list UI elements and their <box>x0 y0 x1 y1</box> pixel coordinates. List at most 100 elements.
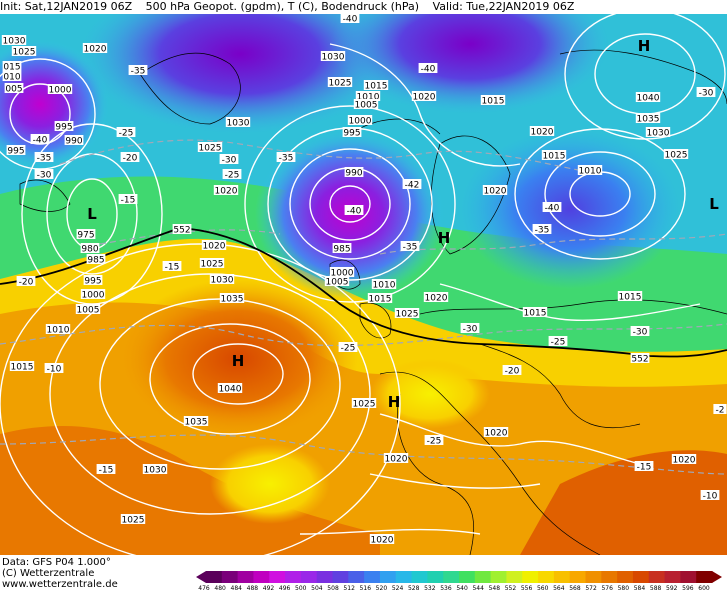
pressure-label-55: 1015 <box>617 291 643 303</box>
pressure-label-bg <box>197 142 223 152</box>
pressure-label-bg <box>76 229 96 239</box>
pressure-label-text: 1005 <box>77 306 100 316</box>
temp-label-bg <box>120 152 140 162</box>
pressure-label-text: 1020 <box>215 187 238 197</box>
website-link[interactable]: www.wetterzentrale.de <box>2 579 118 590</box>
pressure-label-26: 1020 <box>482 185 508 197</box>
temp-label-bg <box>96 464 116 474</box>
temp-label-text: -40 <box>343 15 358 25</box>
pressure-label-bg <box>351 398 377 408</box>
pressure-label-39: 1020 <box>201 240 227 252</box>
pressure-label-text: 995 <box>55 123 72 133</box>
pressure-label-text: 1015 <box>543 152 566 162</box>
pressure-label-bg <box>209 274 235 284</box>
temp-label-text: -15 <box>637 463 652 473</box>
pressure-label-text: 1020 <box>203 242 226 252</box>
temp-label-bg <box>340 14 360 23</box>
temp-label-13: -40 <box>344 205 364 217</box>
pressure-label-42: 1035 <box>219 293 245 305</box>
pressure-label-text: 985 <box>333 245 350 255</box>
temp-label-16: -35 <box>532 224 552 236</box>
colorbar-swatch <box>443 571 460 583</box>
isobars <box>0 14 726 555</box>
pressure-center-marker-text: L <box>709 195 719 213</box>
colorbar-tick-label: 480 <box>214 585 226 592</box>
colorbar-arrow-left <box>196 571 206 583</box>
temp-label-text: -25 <box>551 338 566 348</box>
contour-552-label-text: 552 <box>173 226 190 236</box>
temp-label-12: -15 <box>118 194 138 206</box>
contour-552-label-bg <box>172 224 192 234</box>
colorbar-swatch <box>585 571 602 583</box>
temp-label-bg <box>424 435 444 445</box>
pressure-label-bg <box>383 453 409 463</box>
colorbar-swatch <box>522 571 539 583</box>
pressure-label-7: 990 <box>64 135 84 147</box>
weather-map: 1030 1025 015 010 005 1000 995 990 995 1020 1030 10… <box>0 14 727 555</box>
temp-label-text: -20 <box>505 367 520 377</box>
pressure-center-marker-3: H <box>438 229 451 247</box>
colorbar-tick-label: 532 <box>424 585 436 592</box>
contour-552-label-text: 552 <box>631 355 648 365</box>
pressure-label-57: 1020 <box>483 427 509 439</box>
pressure-label-bg <box>320 51 346 61</box>
colorbar-tick-label: 500 <box>295 585 307 592</box>
pressure-label-bg <box>80 243 100 253</box>
pressure-label-bg <box>529 126 555 136</box>
pressure-center-marker-1: L <box>87 205 97 223</box>
pressure-label-bg <box>324 276 350 286</box>
pressure-label-2: 015 <box>2 61 22 73</box>
pressure-label-text: 990 <box>65 137 82 147</box>
temp-label-text: -15 <box>165 263 180 273</box>
pressure-label-text: 1020 <box>385 455 408 465</box>
colorbar-swatch <box>664 571 681 583</box>
pressure-label-59: 1020 <box>671 454 697 466</box>
pressure-label-text: 980 <box>81 245 98 255</box>
pressure-label-text: 1035 <box>185 418 208 428</box>
contour-552-label-bg <box>630 353 650 363</box>
colorbar-tick-label: 568 <box>569 585 581 592</box>
pressure-label-53: 1025 <box>394 308 420 320</box>
colorbar-swatch <box>237 571 254 583</box>
pressure-label-bg <box>635 113 661 123</box>
pressure-label-bg <box>394 308 420 318</box>
pressure-label-45: 1030 <box>142 464 168 476</box>
colorbar-swatch <box>569 571 586 583</box>
pressure-label-text: 1000 <box>331 269 354 279</box>
pressure-label-bg <box>355 91 381 101</box>
colorbar-tick-label: 580 <box>617 585 630 592</box>
pressure-label-text: 995 <box>343 129 360 139</box>
colorbar-tick-label: 524 <box>391 585 404 592</box>
pressure-label-text: 1020 <box>484 187 507 197</box>
colorbar-swatch <box>269 571 286 583</box>
pressure-label-text: 1000 <box>49 86 72 96</box>
colorbar-tick-label: 476 <box>198 585 210 592</box>
temp-label-7: -30 <box>34 169 54 181</box>
colorbar-tick-label: 548 <box>488 585 501 592</box>
temp-label-20: -30 <box>460 323 480 335</box>
pressure-label-46: 1025 <box>120 514 146 526</box>
pressure-label-bg <box>142 464 168 474</box>
pressure-label-4: 005 <box>4 83 24 95</box>
temp-label-text: -25 <box>225 171 240 181</box>
pressure-label-19: 1025 <box>197 142 223 154</box>
temp-label-bg <box>44 363 64 373</box>
temp-label-bg <box>276 152 296 162</box>
valid-time: Valid: Tue,22JAN2019 06Z <box>432 0 575 13</box>
temp-label-bg <box>162 261 182 271</box>
colorbar-swatch <box>332 571 349 583</box>
data-source-line: Data: GFS P04 1.000° <box>2 557 111 568</box>
pressure-label-bg <box>363 80 389 90</box>
pressure-label-bg <box>86 254 106 264</box>
pressure-label-text: 1020 <box>673 456 696 466</box>
colorbar-swatch <box>617 571 634 583</box>
pressure-label-bg <box>1 35 27 45</box>
pressure-label-28: 1035 <box>635 113 661 125</box>
pressure-label-text: 1025 <box>329 79 352 89</box>
pressure-label-1: 1025 <box>11 46 37 58</box>
colorbar-tick-label: 484 <box>230 585 242 592</box>
colorbar-tick-label: 496 <box>278 585 291 592</box>
temp-label-10: -20 <box>120 152 140 164</box>
colorbar-swatch <box>411 571 428 583</box>
pressure-label-text: 1005 <box>326 278 349 288</box>
